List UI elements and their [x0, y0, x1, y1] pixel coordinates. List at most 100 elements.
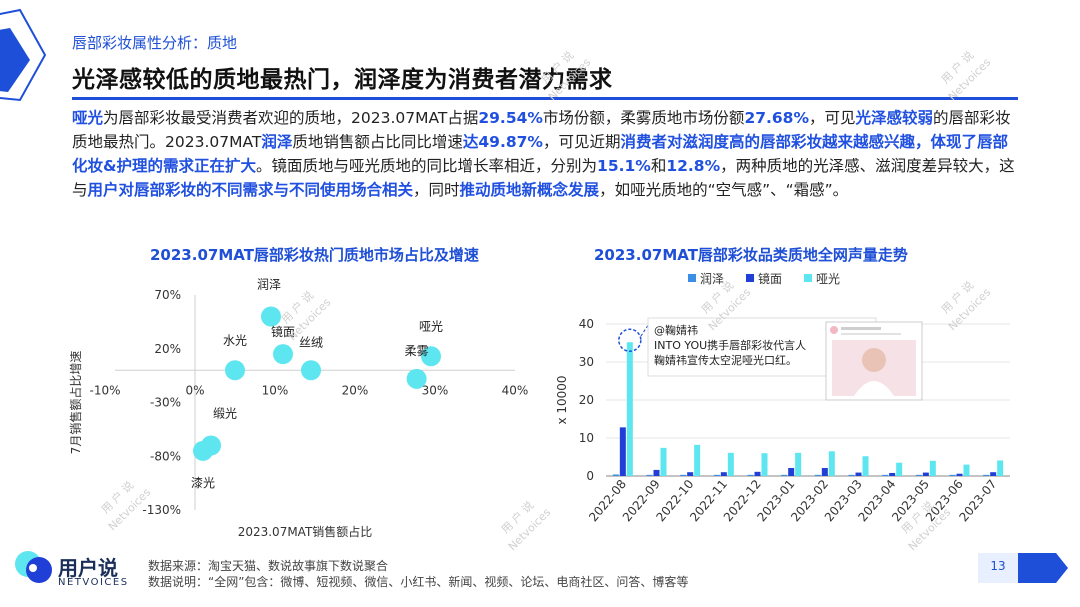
bar [963, 464, 970, 476]
section-label: 唇部彩妆属性分析：质地 [72, 34, 238, 52]
point-label: 丝绒 [299, 335, 323, 349]
body-text: 和 [650, 157, 667, 175]
bar [915, 474, 922, 476]
y-tick-label: 10 [579, 431, 594, 445]
legend-label: 润泽 [700, 272, 724, 286]
y-axis-label: x 10000 [555, 375, 569, 424]
legend-swatch [804, 274, 812, 282]
bar [754, 471, 761, 476]
body-text: 的唇部彩妆质地最热门。2023.07MAT [72, 109, 1011, 151]
bar [821, 468, 828, 476]
post-avatar-icon [830, 326, 838, 334]
bar [814, 474, 821, 476]
body-text: ，可见近期 [542, 133, 621, 151]
bar [747, 474, 754, 476]
body-text: ，同时 [413, 181, 460, 199]
x-tick-label: 40% [502, 383, 529, 397]
y-tick-label: 20 [579, 393, 594, 407]
bar [626, 342, 633, 476]
y-tick-label: -30% [150, 396, 181, 410]
bar [929, 460, 936, 476]
bar [653, 469, 660, 476]
bar [828, 451, 835, 476]
y-tick-label: 70% [154, 288, 181, 302]
data-source: 数据来源：淘宝天猫、数说故事旗下数说聚合 [148, 559, 389, 573]
x-tick-label: 30% [422, 383, 449, 397]
bar [680, 474, 687, 476]
annotation-text: @鞠婧祎 [654, 323, 698, 337]
body-text: 质地销售额占比同比增速 [292, 133, 463, 151]
x-axis-label: 2023.07MAT销售额占比 [238, 524, 373, 539]
logo-text: 用户说 [58, 556, 118, 580]
post-text-line [841, 327, 881, 330]
highlight-text: 哑光 [72, 109, 104, 127]
bar [727, 452, 734, 476]
highlight-text: 消费者对滋润度高的唇部彩妆越来越感兴趣，体现了唇部化妆&护理的需求正在扩大 [72, 133, 1008, 175]
y-tick-label: 20% [154, 342, 181, 356]
point-label: 柔雾 [405, 344, 429, 358]
highlight-text: 12.8% [666, 157, 721, 175]
point-label: 镜面 [271, 324, 295, 339]
y-tick-label: 40 [579, 317, 594, 331]
bar [612, 474, 619, 476]
bar [687, 472, 694, 476]
data-note: 数据说明：“全网”包含：微博、短视频、微信、小红书、新闻、视频、论坛、电商社区、… [148, 575, 689, 589]
scatter-point [261, 306, 281, 327]
annotation-text: INTO YOU携手唇部彩妆代言人 [654, 338, 806, 352]
bar [713, 474, 720, 476]
hexagon-decoration [0, 8, 47, 102]
bar [855, 472, 862, 476]
x-tick-label: 10% [262, 383, 289, 397]
highlight-text: 达49.87% [462, 133, 543, 151]
legend-label: 哑光 [816, 272, 840, 286]
x-tick-label: -10% [89, 383, 120, 397]
scatter-point [225, 360, 245, 381]
summary-paragraph: 哑光为唇部彩妆最受消费者欢迎的质地，2023.07MAT占据29.54%市场份额… [72, 106, 1017, 202]
bar [788, 468, 795, 476]
body-text: 为唇部彩妆最受消费者欢迎的质地，2023.07MAT占据 [103, 109, 479, 127]
y-tick-label: 0 [586, 469, 594, 483]
watermark-text: 用 户 说 [938, 48, 976, 86]
x-tick-label: 0% [185, 383, 204, 397]
y-tick-label: 30 [579, 355, 594, 369]
bar [761, 453, 768, 476]
page-title: 光泽感较低的质地最热门，润泽度为消费者潜力需求 [72, 67, 613, 93]
post-photo-body [854, 381, 894, 396]
point-label: 润泽 [257, 278, 281, 292]
bar [889, 472, 896, 476]
bar [997, 460, 1004, 476]
bar [848, 474, 855, 476]
bar [922, 472, 929, 476]
legend-label: 镜面 [758, 271, 782, 286]
point-label: 水光 [223, 333, 247, 347]
page-badge [978, 553, 1068, 583]
highlight-text: 用户对唇部彩妆的不同需求与不同使用场合相关 [87, 181, 414, 199]
bar [781, 474, 788, 476]
y-tick-label: -130% [142, 503, 181, 517]
post-text-line [841, 333, 901, 335]
scatter-chart-title: 2023.07MAT唇部彩妆热门质地市场占比及增速 [150, 246, 479, 264]
point-label: 哑光 [419, 319, 443, 333]
post-photo-face [862, 348, 886, 372]
highlight-text: 15.1% [597, 157, 651, 175]
bar [862, 456, 869, 476]
y-tick-label: -80% [150, 449, 181, 463]
title-divider [72, 97, 1018, 100]
logo-subtext: NETVOICES [58, 577, 129, 588]
bar [882, 474, 889, 476]
bar [646, 474, 653, 476]
bar [619, 427, 626, 476]
scatter-point [301, 360, 321, 381]
bar [983, 474, 990, 476]
bar [990, 472, 997, 476]
social-post-image [825, 321, 923, 401]
bar [896, 462, 903, 476]
body-text: ，如哑光质地的“空气感”、“霜感”。 [599, 181, 849, 199]
highlight-text: 润泽 [261, 133, 293, 151]
point-label: 缎光 [213, 406, 237, 421]
body-text: ，两种质地的光泽感、滋润度差异较大，这与 [72, 157, 1015, 199]
bar [694, 444, 701, 476]
highlight-text: 光泽感较弱 [855, 109, 934, 127]
body-text: ，可见 [809, 109, 856, 127]
